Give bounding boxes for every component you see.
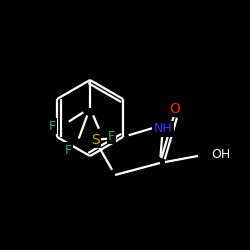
Text: OH: OH — [211, 148, 230, 162]
Text: F: F — [108, 130, 115, 142]
Text: O: O — [170, 102, 180, 116]
Text: F: F — [65, 144, 72, 156]
Text: S: S — [90, 133, 100, 147]
Text: F: F — [49, 120, 56, 132]
Text: NH: NH — [154, 122, 172, 136]
